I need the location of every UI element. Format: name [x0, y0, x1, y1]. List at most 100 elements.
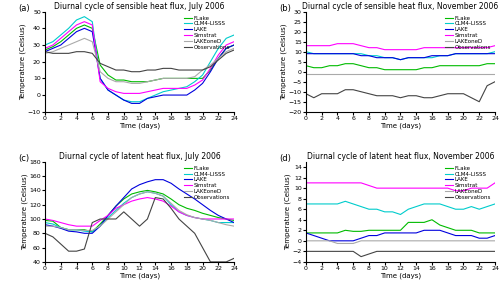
CLM4-LISSS — [413, 56, 419, 59]
LAKE — [82, 232, 87, 235]
CLM4-LISSS — [176, 87, 182, 90]
LAKEoneD — [303, 239, 309, 243]
FLake — [58, 40, 64, 43]
LAKEoneD — [200, 68, 205, 72]
FLake — [476, 231, 482, 235]
FLake — [216, 216, 222, 219]
CLM4-LISSS — [74, 18, 80, 22]
LAKEoneD — [484, 72, 490, 75]
Observations — [184, 224, 190, 228]
CLM4-LISSS — [128, 100, 134, 104]
FLake — [444, 64, 450, 68]
FLake — [492, 231, 498, 235]
LAKE — [326, 239, 332, 243]
CLM4-LISSS — [452, 52, 458, 55]
LAKE — [152, 95, 158, 98]
Simstrat — [476, 187, 482, 190]
Observations — [326, 92, 332, 95]
LAKEoneD — [152, 78, 158, 82]
FLake — [152, 190, 158, 194]
Simstrat — [468, 187, 474, 190]
Simstrat — [460, 189, 466, 193]
Observations — [192, 68, 198, 72]
LAKE — [413, 56, 419, 59]
LAKEoneD — [50, 224, 56, 228]
Simstrat — [398, 187, 404, 190]
Simstrat — [66, 223, 71, 226]
FLake — [311, 231, 317, 235]
LAKE — [113, 93, 119, 97]
CLM4-LISSS — [452, 207, 458, 211]
Observations — [460, 92, 466, 95]
Simstrat — [121, 92, 127, 95]
Simstrat — [444, 46, 450, 49]
Observations — [184, 68, 190, 72]
LAKE — [208, 209, 214, 212]
FLake — [113, 204, 119, 208]
FLake — [406, 221, 411, 224]
Observations — [97, 217, 103, 221]
LAKEoneD — [144, 80, 150, 84]
Line: Observations: Observations — [45, 50, 234, 72]
Title: Diurnal cycle of latent heat flux, July 2006: Diurnal cycle of latent heat flux, July … — [58, 152, 220, 161]
LAKE — [350, 52, 356, 55]
Observations — [452, 92, 458, 95]
FLake — [374, 66, 380, 70]
CLM4-LISSS — [231, 221, 237, 224]
CLM4-LISSS — [66, 228, 71, 231]
CLM4-LISSS — [492, 50, 498, 54]
LAKEoneD — [492, 239, 498, 243]
Observations — [326, 250, 332, 253]
FLake — [208, 68, 214, 72]
LAKEoneD — [90, 229, 96, 232]
Observations — [429, 96, 435, 100]
FLake — [366, 228, 372, 232]
Observations — [484, 250, 490, 253]
CLM4-LISSS — [82, 229, 87, 233]
Observations — [350, 250, 356, 253]
CLM4-LISSS — [200, 73, 205, 77]
Line: CLM4-LISSS: CLM4-LISSS — [306, 52, 495, 60]
Observations — [468, 250, 474, 253]
Simstrat — [358, 181, 364, 184]
LAKEoneD — [413, 72, 419, 75]
CLM4-LISSS — [192, 80, 198, 84]
Simstrat — [160, 199, 166, 203]
Simstrat — [382, 48, 388, 52]
Observations — [231, 257, 237, 260]
FLake — [121, 197, 127, 201]
LAKE — [66, 229, 71, 233]
LAKE — [231, 43, 237, 47]
Simstrat — [358, 44, 364, 47]
LAKE — [200, 203, 205, 206]
Simstrat — [390, 187, 396, 190]
Observations — [74, 50, 80, 54]
Line: Observations: Observations — [306, 251, 495, 257]
Simstrat — [121, 203, 127, 206]
Observations — [452, 250, 458, 253]
FLake — [208, 214, 214, 217]
X-axis label: Time (days): Time (days) — [119, 122, 160, 129]
LAKEoneD — [176, 209, 182, 212]
FLake — [318, 231, 324, 235]
Simstrat — [136, 92, 142, 95]
LAKEoneD — [374, 72, 380, 75]
FLake — [50, 45, 56, 48]
Simstrat — [168, 87, 174, 90]
CLM4-LISSS — [342, 200, 348, 203]
LAKE — [66, 37, 71, 40]
Legend: FLake, CLM4-LISSS, LAKE, Simstrat, LAKEoneD, Observations: FLake, CLM4-LISSS, LAKE, Simstrat, LAKEo… — [444, 15, 492, 51]
Observations — [105, 217, 111, 221]
Observations — [398, 96, 404, 100]
Observations — [318, 250, 324, 253]
FLake — [152, 78, 158, 82]
LAKEoneD — [74, 40, 80, 43]
LAKE — [421, 56, 427, 59]
CLM4-LISSS — [176, 210, 182, 214]
Observations — [82, 247, 87, 251]
FLake — [342, 62, 348, 65]
LAKEoneD — [184, 213, 190, 217]
Simstrat — [318, 44, 324, 47]
FLake — [476, 64, 482, 68]
Simstrat — [231, 217, 237, 221]
